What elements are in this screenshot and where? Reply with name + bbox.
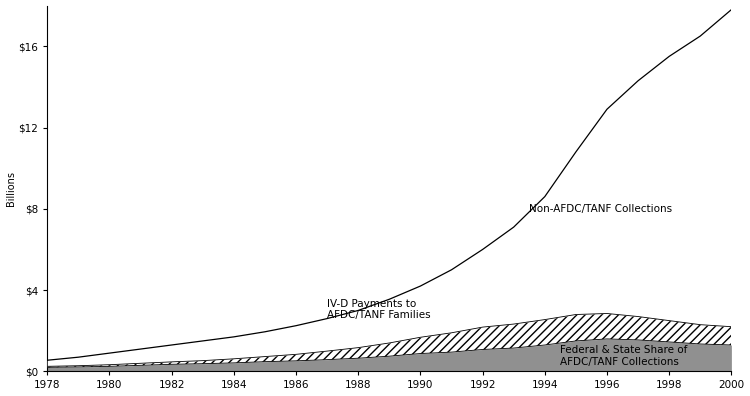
Text: IV-D Payments to
AFDC/TANF Families: IV-D Payments to AFDC/TANF Families — [327, 299, 430, 320]
Text: Federal & State Share of
AFDC/TANF Collections: Federal & State Share of AFDC/TANF Colle… — [560, 345, 688, 367]
Text: Non-AFDC/TANF Collections: Non-AFDC/TANF Collections — [530, 204, 672, 214]
Y-axis label: Billions: Billions — [5, 171, 16, 206]
